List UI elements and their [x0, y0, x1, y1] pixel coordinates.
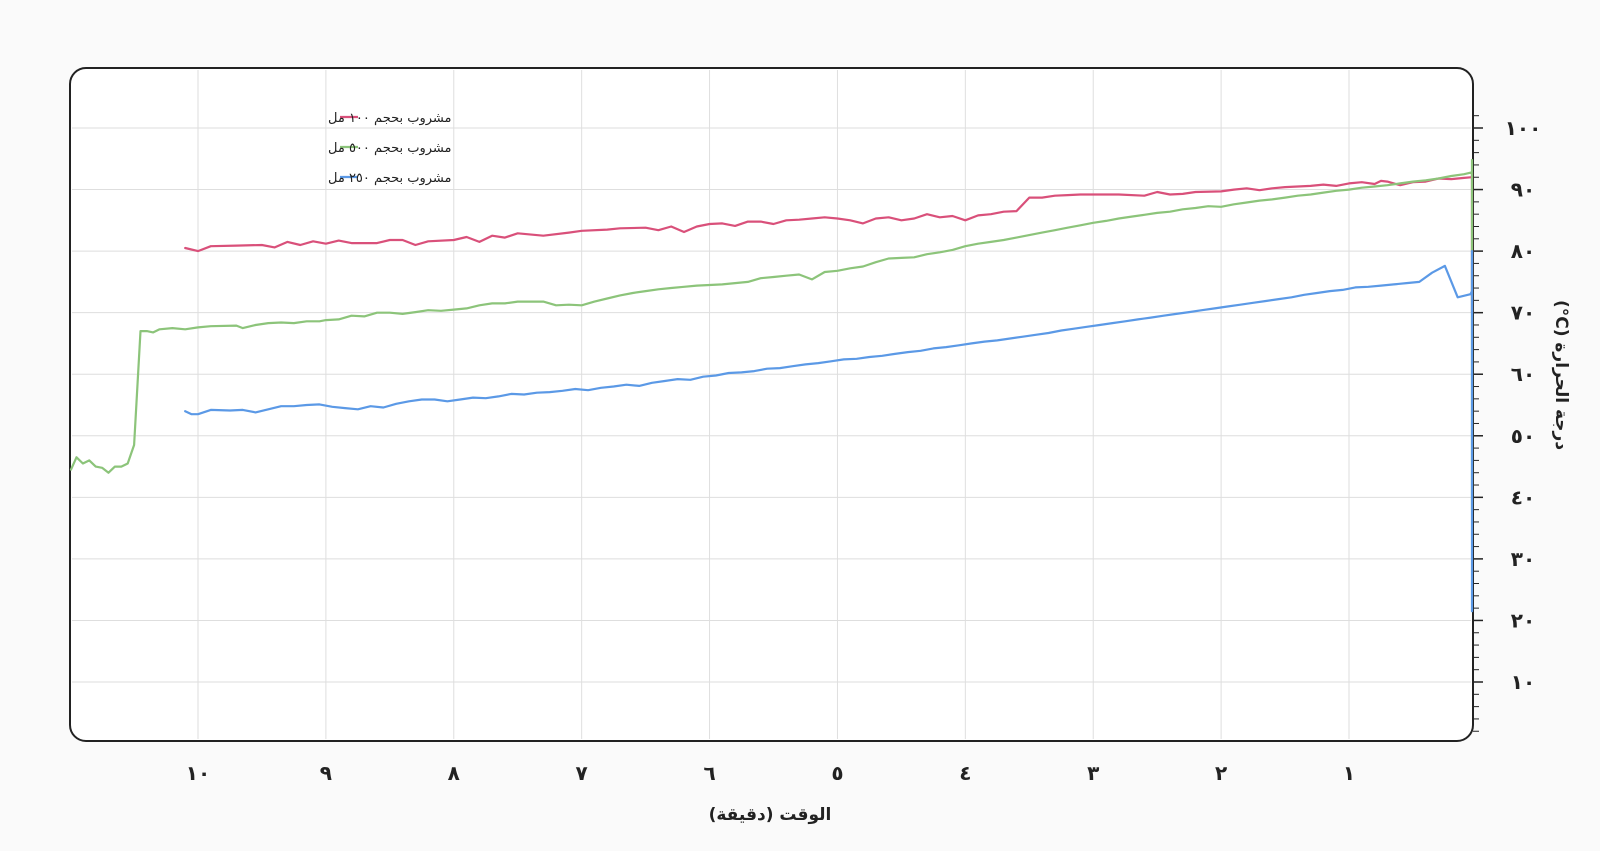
x-axis: ١٠ ٩ ٨ ٧ ٦ ٥ ٤ ٣ ٢ ١	[186, 761, 1355, 785]
x-tick-label-5: ٥	[831, 761, 843, 785]
x-tick-label-0: ١٠	[186, 761, 210, 785]
series-line-0	[184, 171, 1474, 314]
x-tick-label-6: ٤	[959, 761, 971, 785]
y-tick-label-5: ٦٠	[1511, 362, 1535, 386]
legend: مشروب بحجم ١٠٠ مل مشروب بحجم ٥٠٠ مل مشروب …	[328, 111, 451, 186]
x-tick-label-1: ٩	[320, 761, 332, 785]
series-line-1	[69, 158, 1474, 511]
y-axis: ١٠ ٢٠ ٣٠ ٤٠ ٥٠ ٦٠ ٧٠ ٨٠ ٩٠ ١٠٠	[1473, 115, 1542, 732]
legend-label-2: مشروب بحجم ٢٥٠ مل	[328, 171, 451, 186]
y-tick-label-6: ٧٠	[1511, 301, 1535, 325]
legend-label-0: مشروب بحجم ١٠٠ مل	[328, 111, 451, 126]
y-tick-label-2: ٣٠	[1511, 547, 1535, 571]
legend-label-1: مشروب بحجم ٥٠٠ مل	[328, 141, 451, 156]
x-tick-label-4: ٦	[703, 761, 715, 785]
y-tick-label-9: ١٠٠	[1505, 116, 1542, 140]
y-tick-label-1: ٢٠	[1511, 608, 1535, 632]
y-tick-label-4: ٥٠	[1511, 424, 1535, 448]
x-tick-label-7: ٣	[1087, 761, 1099, 785]
series-lines	[69, 158, 1474, 613]
y-tick-label-0: ١٠	[1511, 670, 1535, 694]
grid	[72, 70, 1471, 739]
y-tick-label-7: ٨٠	[1511, 239, 1535, 263]
plot-frame	[69, 67, 1474, 742]
x-axis-label: الوقت (دقيقة)	[709, 805, 832, 825]
y-tick-label-8: ٩٠	[1511, 178, 1535, 202]
x-tick-label-3: ٧	[576, 761, 588, 785]
x-tick-label-9: ١	[1343, 761, 1355, 785]
y-tick-label-3: ٤٠	[1511, 485, 1535, 509]
x-tick-label-8: ٢	[1215, 761, 1227, 785]
x-tick-label-2: ٨	[448, 761, 460, 785]
y-axis-label: درجة الحرارة (C°)	[1551, 300, 1571, 450]
series-line-2	[184, 250, 1474, 613]
